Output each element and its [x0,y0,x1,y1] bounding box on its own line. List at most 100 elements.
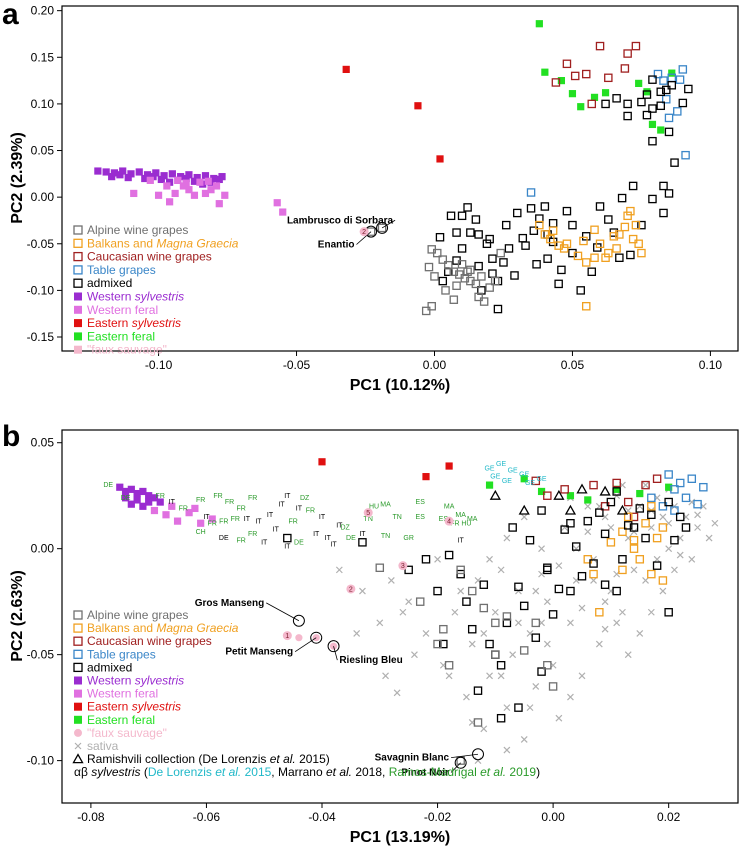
data-point-table [681,150,690,160]
data-point-balkans [620,222,630,232]
data-point-sativa [705,534,713,542]
data-point-admixed [471,215,481,224]
data-point-alpine [424,262,434,272]
sample-code-label: IT [273,527,280,534]
legend-entry-table: Table grapes [87,647,156,661]
sample-code-label: DE [219,535,229,542]
legend-marker-western_feral [74,689,82,698]
data-point-sativa [543,640,551,648]
legend-marker-admixed [72,753,84,764]
data-point-sativa [630,566,638,574]
data-point-sativa [376,619,384,627]
data-point-sativa [451,608,459,616]
data-point-table [647,493,656,503]
data-point-admixed [479,580,489,589]
data-point-sativa [503,746,511,754]
data-point-admixed [513,208,522,218]
data-point-admixed [604,215,613,224]
data-point-balkans [623,512,633,522]
data-point-caucasian [581,69,591,79]
data-point-alpine [449,295,459,304]
data-point-western_sylvestris [166,178,174,186]
data-point-sativa [497,566,505,574]
data-point-sativa [694,524,701,531]
data-point-alpine [474,292,483,302]
data-point-admixed [641,533,650,543]
data-point-eastern_feral [636,489,644,498]
data-point-balkans [581,258,591,267]
sample-code-label: FR [231,516,240,523]
data-point-western_sylvestris [127,485,135,493]
panel-b-letter: b [2,420,20,453]
data-point-sativa [567,693,574,701]
annotation-ring [292,614,305,627]
legend-entry-western_sylvestris: Western sylvestris [87,674,184,688]
data-point-admixed [618,555,627,564]
data-point-alpine [460,274,470,283]
data-point-eastern_sylvestris [342,65,350,74]
data-point-eastern_feral [520,475,528,483]
data-point-alpine [548,682,558,691]
data-point-balkans [540,230,550,239]
data-point-admixed [493,304,503,314]
annotation-label: Pinot Noir [401,767,449,778]
sample-code-label: DE [346,535,356,542]
data-point-sativa [520,735,528,743]
data-point-admixed [444,267,453,276]
data-point-western_sylvestris [133,489,141,498]
annotation-ring [454,756,467,769]
data-point-admixed [531,633,541,642]
faux-sauvage-number-badge [346,584,356,594]
data-point-balkans [562,239,572,249]
x-tick-label: 0.10 [699,358,723,372]
data-point-alpine [421,306,431,316]
data-point-caucasian [652,474,662,483]
sample-code-label: IT [267,512,274,519]
data-point-alpine [490,276,500,286]
data-point-sativa [486,672,493,680]
data-point-eastern_sylvestris [445,462,453,470]
data-point-admixed [571,542,581,551]
y-tick-label: 0.05 [31,144,55,158]
data-point-eastern_feral [648,120,657,129]
data-point-admixed [283,533,292,543]
x-tick-label: -0.04 [308,810,336,824]
data-point-western_feral [150,506,159,515]
data-point-admixed [648,194,657,204]
panel-b-plot: -0.08 -0.06 -0.04 -0.02 0.00 0.02 0.05 0.00 -0.0… [27,436,719,824]
data-point-western_sylvestris [127,170,135,178]
legend-entry-admixed: Ramishvili collection (De Lorenzis et al… [87,752,330,766]
data-point-western_feral [185,509,193,517]
annotation-leader [450,762,461,773]
y-tick-label: -0.10 [27,754,55,768]
data-point-admixed [600,580,610,589]
data-point-admixed [519,601,529,611]
data-point-western_feral [154,191,163,199]
data-point-table [526,188,536,197]
sample-code-label: FR [248,531,257,538]
data-point-sativa [647,608,655,616]
sample-code-label: IT [255,518,262,525]
data-point-admixed [543,563,552,573]
data-point-admixed [521,241,530,250]
data-point-western_feral [196,178,204,186]
data-point-table [670,485,679,494]
data-point-alpine [467,586,477,596]
data-point-alpine [479,297,489,306]
data-point-sativa [659,513,667,521]
data-point-caucasian [562,59,572,69]
panel-a-xlabel: PC1 (10.12%) [350,377,451,394]
sample-code-label: GE [519,472,529,479]
data-point-balkans [579,236,588,246]
data-point-western_sylvestris [133,496,141,504]
data-point-western_feral [185,186,193,194]
data-point-admixed [601,99,610,109]
legend-marker-eastern_feral [74,715,82,724]
data-point-admixed [637,220,646,230]
data-point-admixed [595,508,604,517]
data-point-sativa [520,513,528,521]
data-point-western_sylvestris [110,169,119,177]
legend-marker-eastern_sylvestris [74,319,82,328]
data-point-admixed [557,265,566,275]
data-point-caucasian [587,99,597,109]
